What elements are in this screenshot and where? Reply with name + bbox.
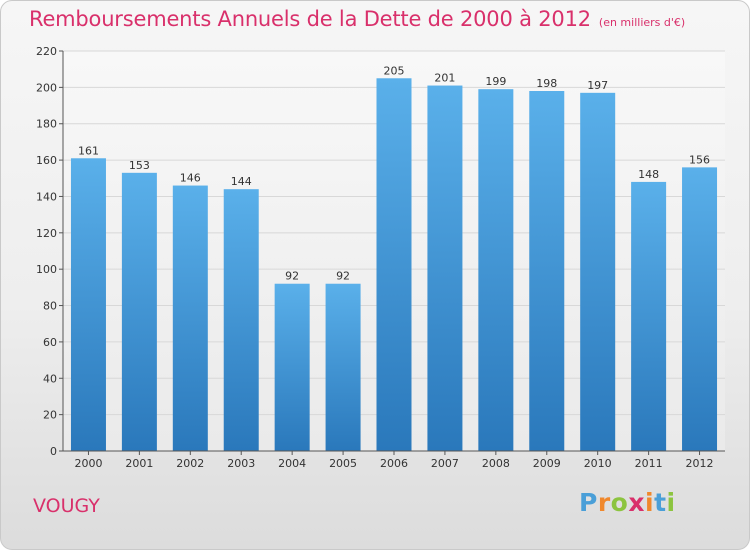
bars: 161 153 146 144 92 92 205 201 199 198 197 148 156 (70, 64, 718, 452)
logo-letter: i (645, 488, 655, 517)
data-label: 197 (587, 79, 608, 92)
chart-title: Remboursements Annuels de la Dette de 20… (29, 7, 591, 31)
y-tick-label: 180 (36, 118, 57, 131)
y-tick-label: 140 (36, 190, 57, 203)
logo-letter: x (628, 488, 645, 517)
proxiti-logo: Proxiti (579, 488, 676, 517)
data-label: 153 (129, 159, 150, 172)
y-tick-label: 60 (43, 336, 57, 349)
x-tick-label: 2007 (431, 457, 459, 470)
y-tick-label: 20 (43, 409, 57, 422)
logo-letter: t (654, 488, 667, 517)
bar (478, 89, 514, 451)
bar (70, 158, 106, 452)
chart-subtitle: (en milliers d'€) (598, 16, 686, 29)
bar (529, 91, 565, 451)
logo-letter: P (579, 488, 598, 517)
x-tick-label: 2000 (74, 457, 102, 470)
bar (376, 78, 412, 451)
x-tick-label: 2010 (584, 457, 612, 470)
data-label: 156 (689, 153, 710, 166)
chart-header: Remboursements Annuels de la Dette de 20… (29, 7, 685, 31)
bar (631, 181, 667, 451)
y-tick-label: 0 (50, 445, 57, 458)
data-label: 201 (434, 72, 455, 85)
x-tick-label: 2003 (227, 457, 255, 470)
bar (121, 172, 157, 451)
x-tick-label: 2001 (125, 457, 153, 470)
y-tick-label: 220 (36, 45, 57, 58)
y-tick-label: 120 (36, 227, 57, 240)
x-tick-label: 2006 (380, 457, 408, 470)
data-label: 92 (285, 270, 299, 283)
data-label: 146 (180, 172, 201, 185)
y-tick-label: 100 (36, 263, 57, 276)
y-tick-label: 80 (43, 300, 57, 313)
data-label: 161 (78, 144, 99, 157)
x-tick-label: 2005 (329, 457, 357, 470)
y-tick-label: 200 (36, 81, 57, 94)
bar (172, 185, 208, 451)
data-label: 199 (485, 75, 506, 88)
logo-letter: r (597, 488, 611, 517)
y-tick-label: 40 (43, 372, 57, 385)
x-tick-label: 2011 (635, 457, 663, 470)
logo-letter: o (610, 488, 629, 517)
x-tick-label: 2008 (482, 457, 510, 470)
x-tick-label: 2004 (278, 457, 306, 470)
bar (682, 167, 718, 451)
y-tick-label: 160 (36, 154, 57, 167)
x-tick-label: 2009 (533, 457, 561, 470)
data-label: 198 (536, 77, 557, 90)
bar (580, 92, 616, 452)
x-tick-label: 2012 (686, 457, 714, 470)
logo-letter: i (666, 488, 676, 517)
bar (274, 283, 310, 451)
bar (223, 189, 259, 451)
data-label: 205 (384, 64, 405, 77)
axes: 0 20 40 60 80 100 120 140 160 180 200 220 2000 2001 20… (36, 45, 725, 470)
data-label: 148 (638, 168, 659, 181)
data-label: 92 (336, 270, 350, 283)
bar (427, 85, 463, 451)
commune-name: VOUGY (33, 495, 100, 517)
data-label: 144 (231, 175, 252, 188)
x-tick-label: 2002 (176, 457, 204, 470)
bar (325, 283, 361, 451)
